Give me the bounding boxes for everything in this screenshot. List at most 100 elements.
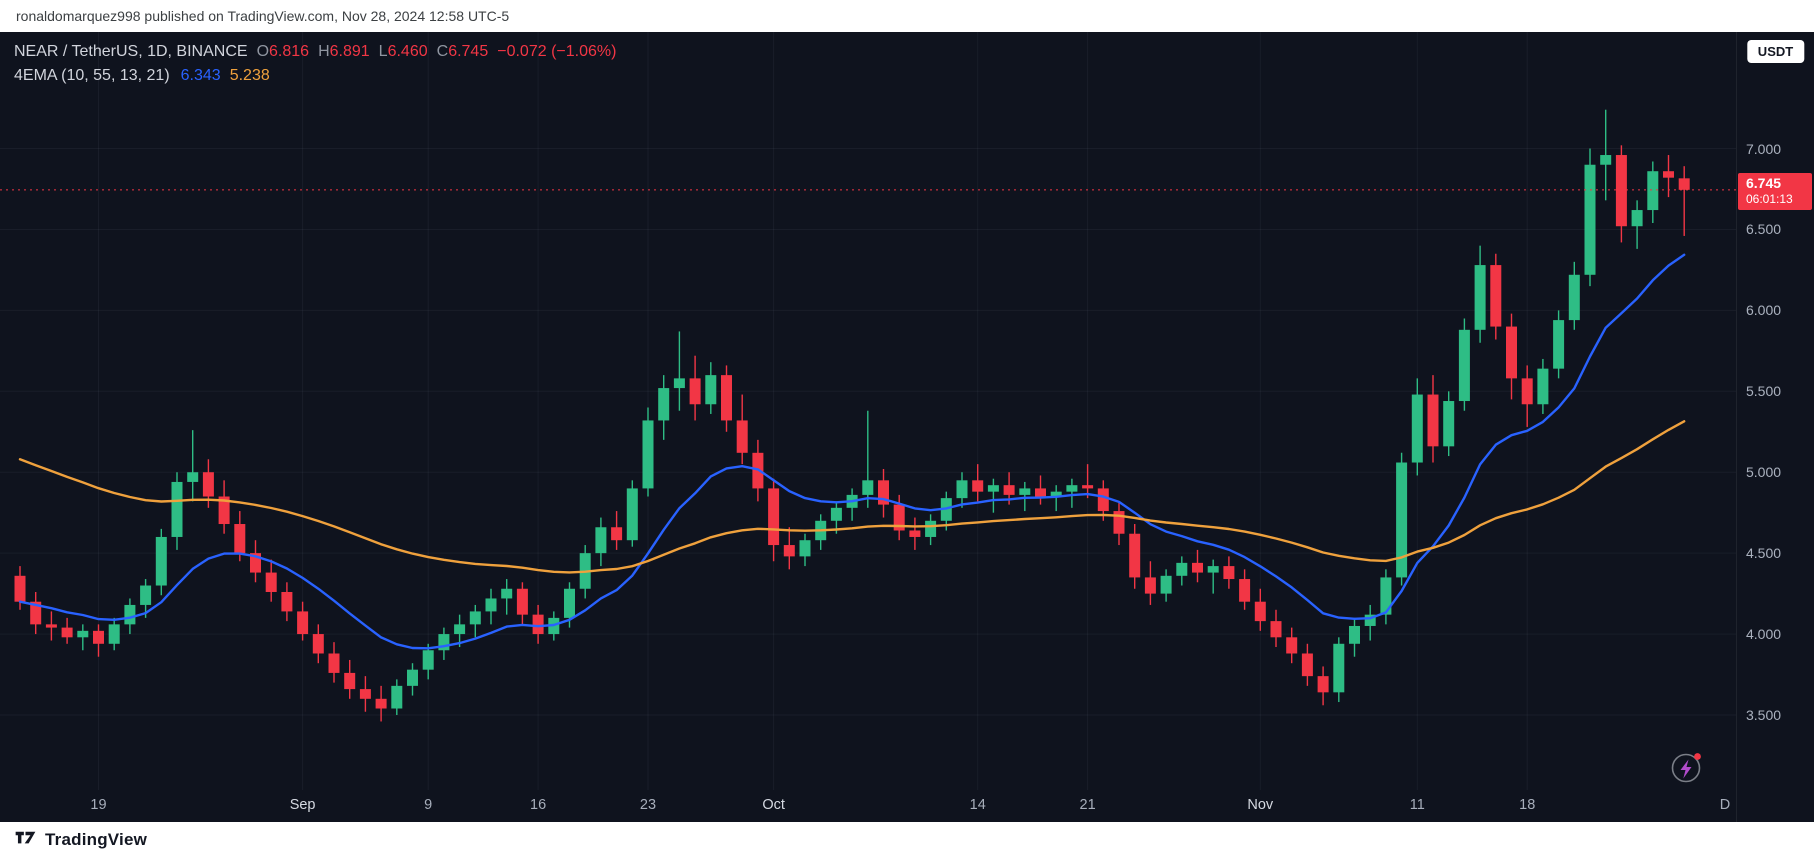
flash-icon[interactable] [1667, 748, 1705, 786]
candle-body [689, 378, 701, 405]
price-tick-label: 6.500 [1746, 221, 1782, 238]
time-axis-label: Oct [762, 797, 785, 813]
candle-body [721, 375, 732, 421]
candle-body [1317, 676, 1329, 693]
chart-container: 19 Sep 9 16 23 Oct 14 21 Nov 11 18 D NEAR / TetherU… [0, 32, 1814, 822]
high-value: 6.891 [329, 43, 370, 60]
price-tick-label: 4.000 [1746, 626, 1782, 643]
time-axis: 19 Sep 9 16 23 Oct 14 21 Nov 11 18 D [90, 797, 1730, 813]
candle-body [1663, 171, 1674, 178]
high-label: H [318, 43, 330, 60]
last-price-value: 6.745 [1746, 174, 1782, 191]
candle-body [1254, 601, 1266, 622]
symbol-title[interactable]: NEAR / TetherUS, 1D, BINANCE [14, 43, 248, 60]
candle-body [1207, 566, 1219, 573]
candle-body [642, 420, 654, 489]
candle-body [1035, 488, 1046, 497]
candle-body [1050, 491, 1062, 497]
price-tick-label: 7.000 [1746, 140, 1782, 157]
candle-body [422, 650, 434, 670]
candle-body [485, 598, 497, 612]
candle-body [1349, 625, 1360, 644]
candle-body [108, 624, 120, 644]
price-axis[interactable]: USDT 6.745 06:01:13 7.000 6.500 6.000 5.500… [1736, 32, 1814, 822]
candle-body [1553, 320, 1565, 369]
candle-body [1066, 485, 1078, 492]
candle-body [1568, 274, 1580, 321]
candle-body [1584, 164, 1596, 275]
candle-body [768, 488, 780, 546]
candle-body [407, 669, 418, 686]
candle-body [140, 585, 152, 605]
candle-body [1192, 562, 1203, 573]
candle-body [1176, 562, 1188, 576]
candle-body [328, 653, 340, 673]
candle-body [1631, 210, 1643, 227]
candle-body [155, 536, 167, 586]
candle-body [77, 630, 89, 638]
candle-body [1129, 533, 1141, 578]
candle-body [1678, 178, 1690, 190]
footer-bar: TradingView [0, 822, 1814, 858]
candle-body [1427, 394, 1439, 447]
candle-body [956, 480, 968, 499]
time-axis-label: 14 [970, 797, 986, 813]
candle-body [265, 572, 277, 592]
candle-body [972, 480, 984, 492]
indicator-label[interactable]: 4EMA (10, 55, 13, 21) [14, 67, 170, 84]
tradingview-wordmark[interactable]: TradingView [45, 830, 148, 849]
candle-body [925, 520, 937, 537]
candle-body [1537, 368, 1549, 405]
candle-body [1521, 378, 1533, 405]
attribution-bar: ronaldomarquez998 published on TradingVi… [0, 0, 1814, 32]
candle-body [1506, 326, 1517, 379]
candle-body [30, 601, 42, 625]
time-axis-label: 11 [1410, 797, 1425, 813]
candle-body [45, 624, 57, 628]
candle-body [501, 588, 513, 599]
candle-body [1113, 511, 1125, 534]
candle-body [344, 672, 356, 690]
open-value: 6.816 [269, 43, 310, 60]
candle-body [1097, 488, 1109, 512]
candle-body [375, 698, 387, 709]
indicator-row: 4EMA (10, 55, 13, 21) 6.343 5.238 [14, 64, 616, 88]
candle-body [171, 481, 183, 537]
tradingview-logo-icon[interactable] [14, 826, 37, 854]
candle-body [1364, 614, 1376, 626]
attribution-text: ronaldomarquez998 published on TradingVi… [16, 8, 510, 24]
candle-body [909, 530, 921, 537]
candle-body [1396, 462, 1408, 578]
time-axis-label: Sep [290, 797, 316, 813]
candle-body [736, 420, 748, 453]
bar-countdown: 06:01:13 [1746, 191, 1793, 206]
price-tick-label: 4.500 [1746, 545, 1782, 562]
candle-body [1301, 653, 1313, 677]
currency-toggle-button[interactable]: USDT [1746, 40, 1805, 63]
candle-body [705, 375, 717, 405]
low-label: L [378, 43, 388, 60]
candle-body [469, 611, 481, 625]
change-value: −0.072 (−1.06%) [497, 43, 617, 60]
time-axis-label: 18 [1519, 797, 1535, 813]
candle-body [1082, 485, 1094, 489]
candles-layer [14, 109, 1690, 722]
candle-body [595, 527, 607, 554]
time-axis-label: 19 [90, 797, 106, 813]
candle-body [987, 485, 999, 492]
candle-body [250, 553, 261, 573]
candle-body [878, 480, 889, 505]
price-tick-label: 5.000 [1746, 464, 1782, 481]
candle-body [830, 507, 842, 521]
close-value: 6.745 [448, 43, 489, 60]
candlestick-plot[interactable]: 19 Sep 9 16 23 Oct 14 21 Nov 11 18 D [0, 32, 1736, 822]
candle-body [783, 545, 795, 557]
candle-body [1286, 637, 1298, 654]
candle-body [454, 624, 466, 635]
candle-body [297, 611, 309, 635]
candle-body [862, 480, 874, 495]
candle-body [1239, 579, 1251, 602]
time-axis-label: Nov [1247, 797, 1274, 813]
close-label: C [436, 43, 449, 60]
price-tick-label: 5.500 [1746, 383, 1782, 400]
